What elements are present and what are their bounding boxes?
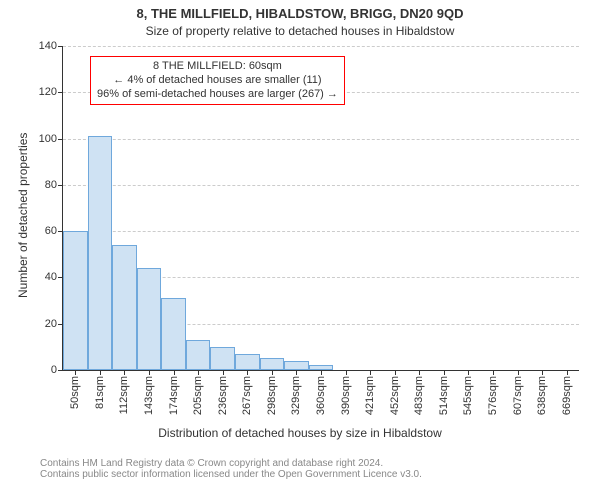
xtick-label: 50sqm: [69, 376, 81, 409]
xtick-label: 174sqm: [168, 376, 180, 415]
xtick-mark: [518, 370, 519, 375]
y-axis-label: Number of detached properties: [16, 133, 30, 298]
bar: [137, 268, 162, 370]
xtick-label: 267sqm: [241, 376, 253, 415]
xtick-mark: [395, 370, 396, 375]
bar: [63, 231, 88, 370]
ytick-mark: [58, 46, 63, 47]
ytick-label: 40: [45, 271, 57, 283]
annotation-line1: 8 THE MILLFIELD: 60sqm: [97, 60, 338, 74]
xtick-label: 638sqm: [536, 376, 548, 415]
xtick-mark: [370, 370, 371, 375]
bar: [284, 361, 309, 370]
xtick-mark: [542, 370, 543, 375]
ytick-label: 120: [39, 86, 57, 98]
xtick-mark: [124, 370, 125, 375]
ytick-label: 140: [39, 40, 57, 52]
xtick-mark: [346, 370, 347, 375]
xtick-mark: [75, 370, 76, 375]
xtick-label: 205sqm: [192, 376, 204, 415]
xtick-mark: [100, 370, 101, 375]
footer: Contains HM Land Registry data © Crown c…: [40, 458, 422, 480]
xtick-label: 452sqm: [389, 376, 401, 415]
footer-line2: Contains public sector information licen…: [40, 469, 422, 480]
chart-title-line2: Size of property relative to detached ho…: [0, 24, 600, 38]
xtick-label: 329sqm: [290, 376, 302, 415]
xtick-label: 143sqm: [143, 376, 155, 415]
xtick-mark: [198, 370, 199, 375]
bar: [210, 347, 235, 370]
xtick-mark: [296, 370, 297, 375]
bar: [161, 298, 186, 370]
xtick-mark: [468, 370, 469, 375]
xtick-label: 390sqm: [340, 376, 352, 415]
xtick-mark: [493, 370, 494, 375]
annotation-box: 8 THE MILLFIELD: 60sqm ← 4% of detached …: [90, 56, 345, 105]
xtick-label: 576sqm: [487, 376, 499, 415]
xtick-mark: [419, 370, 420, 375]
annotation-line3: 96% of semi-detached houses are larger (…: [97, 88, 338, 102]
xtick-label: 607sqm: [512, 376, 524, 415]
xtick-label: 298sqm: [266, 376, 278, 415]
ytick-label: 60: [45, 225, 57, 237]
xtick-label: 545sqm: [462, 376, 474, 415]
xtick-mark: [149, 370, 150, 375]
annotation-line2: ← 4% of detached houses are smaller (11): [97, 74, 338, 88]
gridline: [63, 139, 579, 140]
xtick-mark: [247, 370, 248, 375]
xtick-mark: [321, 370, 322, 375]
gridline: [63, 46, 579, 47]
ytick-mark: [58, 92, 63, 93]
bar: [235, 354, 260, 370]
chart-title-line1: 8, THE MILLFIELD, HIBALDSTOW, BRIGG, DN2…: [0, 6, 600, 21]
ytick-label: 0: [51, 364, 57, 376]
bar: [112, 245, 137, 370]
xtick-label: 112sqm: [118, 376, 130, 414]
xtick-mark: [444, 370, 445, 375]
xtick-mark: [567, 370, 568, 375]
footer-line1: Contains HM Land Registry data © Crown c…: [40, 458, 422, 469]
gridline: [63, 185, 579, 186]
xtick-mark: [223, 370, 224, 375]
ytick-mark: [58, 185, 63, 186]
xtick-label: 81sqm: [94, 376, 106, 409]
xtick-label: 421sqm: [364, 376, 376, 415]
bar: [260, 358, 285, 370]
xtick-label: 514sqm: [438, 376, 450, 415]
xtick-mark: [174, 370, 175, 375]
x-axis-label: Distribution of detached houses by size …: [0, 426, 600, 440]
ytick-mark: [58, 139, 63, 140]
ytick-label: 100: [39, 133, 57, 145]
xtick-label: 669sqm: [561, 376, 573, 415]
ytick-label: 20: [45, 318, 57, 330]
xtick-label: 360sqm: [315, 376, 327, 415]
xtick-label: 236sqm: [217, 376, 229, 415]
gridline: [63, 231, 579, 232]
bar: [88, 136, 113, 370]
xtick-mark: [272, 370, 273, 375]
xtick-label: 483sqm: [413, 376, 425, 415]
ytick-label: 80: [45, 179, 57, 191]
ytick-mark: [58, 370, 63, 371]
bar: [186, 340, 211, 370]
